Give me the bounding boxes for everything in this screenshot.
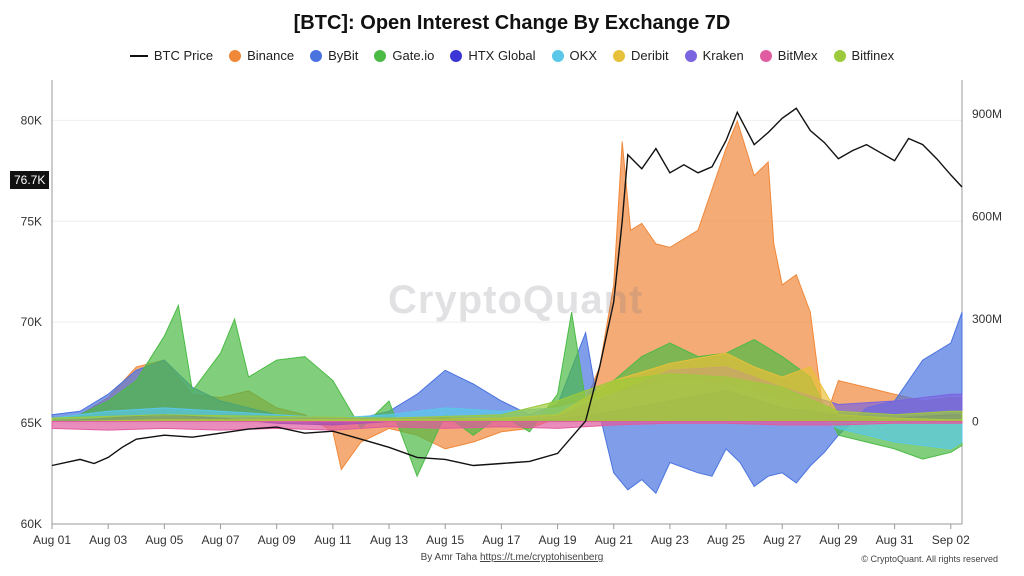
legend-item-btc-price[interactable]: BTC Price xyxy=(129,48,214,63)
x-tick-label: Aug 05 xyxy=(145,533,183,547)
legend-swatch xyxy=(450,49,463,62)
x-tick-label: Aug 03 xyxy=(89,533,127,547)
footer-author: By Amr Taha xyxy=(420,552,478,563)
x-tick-label: Aug 19 xyxy=(539,533,577,547)
legend-label: BTC Price xyxy=(153,48,214,63)
legend-item-bybit[interactable]: ByBit xyxy=(310,48,358,63)
x-tick-label: Aug 25 xyxy=(707,533,745,547)
legend-item-bitmex[interactable]: BitMex xyxy=(759,48,818,63)
x-tick-label: Aug 13 xyxy=(370,533,408,547)
legend: BTC Price Binance ByBit Gate.io HTX Global OK… xyxy=(0,48,1024,63)
legend-label: ByBit xyxy=(328,48,359,63)
x-tick-label: Aug 17 xyxy=(482,533,520,547)
x-tick-label: Aug 27 xyxy=(763,533,801,547)
legend-swatch xyxy=(129,54,148,57)
x-tick-label: Sep 02 xyxy=(932,533,970,547)
footer-credit: By Amr Taha https://t.me/cryptohisenberg xyxy=(0,552,1024,563)
y-left-tick-label: 80K xyxy=(21,113,42,127)
series-area-bitfinex xyxy=(51,373,963,423)
y-left-tick-label: 75K xyxy=(21,214,42,228)
y-left-tick-label: 65K xyxy=(21,416,42,430)
legend-swatch xyxy=(551,49,564,62)
x-tick-label: Aug 01 xyxy=(33,533,71,547)
x-tick-label: Aug 11 xyxy=(314,533,351,547)
x-tick-label: Aug 07 xyxy=(201,533,239,547)
y-left-tick-label: 70K xyxy=(21,315,42,329)
x-tick-label: Aug 29 xyxy=(819,533,857,547)
legend-item-deribit[interactable]: Deribit xyxy=(613,48,669,63)
legend-item-kraken[interactable]: Kraken xyxy=(684,48,744,63)
series-line-btc-price xyxy=(51,107,963,467)
legend-label: Bitfinex xyxy=(851,48,895,63)
legend-item-bitfinex[interactable]: Bitfinex xyxy=(833,48,895,63)
legend-label: Gate.io xyxy=(392,48,435,63)
price-badge: 76.7K xyxy=(10,171,50,189)
y-right-tick-label: 900M xyxy=(972,107,1002,121)
legend-label: Binance xyxy=(247,48,295,63)
watermark: CryptoQuant xyxy=(388,278,644,322)
legend-swatch xyxy=(613,49,625,62)
legend-swatch xyxy=(684,49,697,62)
y-right-tick-label: 300M xyxy=(972,312,1002,326)
legend-swatch xyxy=(229,49,242,62)
legend-swatch xyxy=(310,49,323,62)
footer-link[interactable]: https://t.me/cryptohisenberg xyxy=(479,552,604,563)
legend-item-gate-io[interactable]: Gate.io xyxy=(374,48,434,63)
legend-item-htx-global[interactable]: HTX Global xyxy=(450,48,536,63)
legend-swatch xyxy=(833,49,846,62)
legend-label: Kraken xyxy=(702,48,744,63)
x-tick-label: Aug 31 xyxy=(876,533,914,547)
legend-swatch xyxy=(759,49,772,62)
legend-label: HTX Global xyxy=(468,48,536,63)
legend-item-okx[interactable]: OKX xyxy=(551,48,597,63)
footer-rights: © CryptoQuant. All rights reserved xyxy=(861,554,998,564)
y-left-tick-label: 60K xyxy=(21,517,42,531)
x-tick-label: Aug 21 xyxy=(595,533,633,547)
legend-swatch xyxy=(374,49,387,62)
legend-item-binance[interactable]: Binance xyxy=(229,48,294,63)
x-tick-label: Aug 15 xyxy=(426,533,464,547)
chart-title: [BTC]: Open Interest Change By Exchange … xyxy=(293,12,731,34)
legend-label: OKX xyxy=(569,48,597,63)
y-right-tick-label: 0 xyxy=(972,415,979,429)
y-right-tick-label: 600M xyxy=(972,210,1002,224)
legend-label: Deribit xyxy=(631,48,669,63)
legend-label: BitMex xyxy=(777,48,818,63)
x-tick-label: Aug 23 xyxy=(651,533,689,547)
x-tick-label: Aug 09 xyxy=(258,533,296,547)
